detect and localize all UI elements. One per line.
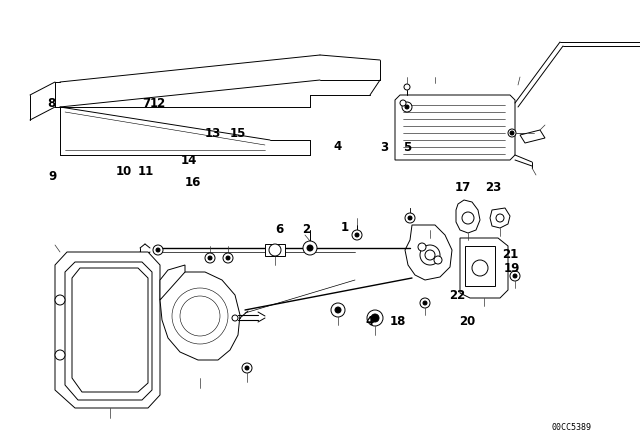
Text: 20: 20 xyxy=(459,315,476,328)
Circle shape xyxy=(153,245,163,255)
Circle shape xyxy=(420,298,430,308)
Text: 9: 9 xyxy=(49,170,56,184)
Circle shape xyxy=(205,253,215,263)
Text: 8: 8 xyxy=(47,97,55,111)
Circle shape xyxy=(513,274,517,278)
Circle shape xyxy=(180,296,220,336)
Circle shape xyxy=(371,314,379,322)
Circle shape xyxy=(226,256,230,260)
Text: 15: 15 xyxy=(230,127,246,140)
Text: 16: 16 xyxy=(185,176,202,190)
Circle shape xyxy=(405,105,409,109)
Circle shape xyxy=(269,244,281,256)
Polygon shape xyxy=(65,262,152,400)
Circle shape xyxy=(303,241,317,255)
Text: 00CC5389: 00CC5389 xyxy=(552,423,592,432)
Circle shape xyxy=(242,363,252,373)
Circle shape xyxy=(55,295,65,305)
Text: 10: 10 xyxy=(115,164,132,178)
Circle shape xyxy=(156,248,160,252)
Circle shape xyxy=(245,366,249,370)
Text: 12: 12 xyxy=(150,96,166,110)
Circle shape xyxy=(425,250,435,260)
Circle shape xyxy=(367,310,383,326)
Text: 11: 11 xyxy=(138,164,154,178)
Circle shape xyxy=(434,256,442,264)
Text: 19: 19 xyxy=(504,262,520,276)
Text: 4: 4 xyxy=(333,140,341,154)
Circle shape xyxy=(404,84,410,90)
Circle shape xyxy=(405,213,415,223)
Text: 2: 2 xyxy=(302,223,310,237)
Text: 13: 13 xyxy=(205,127,221,140)
Circle shape xyxy=(335,307,341,313)
Text: 6: 6 xyxy=(276,223,284,236)
Polygon shape xyxy=(456,200,480,233)
Polygon shape xyxy=(520,130,545,143)
Circle shape xyxy=(307,245,313,251)
Polygon shape xyxy=(160,265,185,300)
Circle shape xyxy=(232,315,238,321)
Polygon shape xyxy=(265,244,285,256)
Circle shape xyxy=(355,233,359,237)
Circle shape xyxy=(510,271,520,281)
Text: 1: 1 xyxy=(340,221,348,234)
Circle shape xyxy=(420,245,440,265)
Circle shape xyxy=(472,260,488,276)
Polygon shape xyxy=(490,208,510,228)
Circle shape xyxy=(208,256,212,260)
Polygon shape xyxy=(160,272,240,360)
Circle shape xyxy=(496,214,504,222)
Text: 23: 23 xyxy=(484,181,501,194)
Circle shape xyxy=(510,131,514,135)
Text: 14: 14 xyxy=(180,154,197,167)
Polygon shape xyxy=(460,238,508,298)
Bar xyxy=(465,246,495,286)
Text: 21: 21 xyxy=(502,248,518,261)
Circle shape xyxy=(352,230,362,240)
Text: 17: 17 xyxy=(454,181,471,194)
Polygon shape xyxy=(55,252,160,408)
Circle shape xyxy=(331,303,345,317)
Text: 3: 3 xyxy=(380,141,388,155)
Circle shape xyxy=(223,253,233,263)
Circle shape xyxy=(400,100,406,106)
Circle shape xyxy=(508,129,516,137)
Polygon shape xyxy=(395,95,515,160)
Text: 18: 18 xyxy=(390,315,406,328)
Text: 4: 4 xyxy=(366,315,374,328)
Text: 7: 7 xyxy=(142,96,150,110)
Text: 5: 5 xyxy=(404,141,412,155)
Circle shape xyxy=(418,243,426,251)
Circle shape xyxy=(462,212,474,224)
Circle shape xyxy=(423,301,427,305)
Text: 22: 22 xyxy=(449,289,466,302)
Polygon shape xyxy=(405,225,452,280)
Circle shape xyxy=(402,102,412,112)
Circle shape xyxy=(408,216,412,220)
Circle shape xyxy=(55,350,65,360)
Polygon shape xyxy=(72,268,148,392)
